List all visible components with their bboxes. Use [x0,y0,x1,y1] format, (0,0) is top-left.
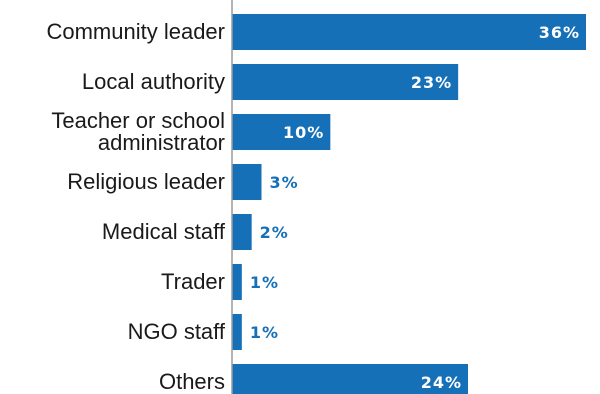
category-label: Teacher or school administrator [51,108,225,155]
value-label: 1% [250,323,279,342]
bar-5 [232,214,252,250]
category-label-line: Religious leader [67,169,225,194]
category-label: Trader [161,269,225,294]
category-label-line: Others [159,369,225,394]
value-label: 36% [539,23,580,42]
category-label: Local authority [82,69,225,94]
bar-4 [232,164,262,200]
category-label-line: Medical staff [102,219,226,244]
value-label: 10% [283,123,324,142]
value-label: 2% [260,223,289,242]
bar-2 [232,64,459,100]
category-label-line: NGO staff [128,319,226,344]
bar-3 [232,114,331,150]
category-label: Community leader [46,19,225,44]
bar-6 [232,264,242,300]
category-label-line: Teacher or school [51,108,225,133]
category-label: Religious leader [67,169,225,194]
bar-7 [232,314,242,350]
category-label: Others [159,369,225,394]
category-label-line: Community leader [46,19,225,44]
category-label: NGO staff [128,319,226,344]
category-label: Medical staff [102,219,226,244]
category-label-line: Trader [161,269,225,294]
value-label: 24% [421,373,462,392]
category-label-line: administrator [98,130,225,155]
bar-8 [232,364,468,394]
value-label: 23% [411,73,452,92]
value-label: 3% [270,173,299,192]
category-label-line: Local authority [82,69,225,94]
value-label: 1% [250,273,279,292]
bar-1 [232,14,586,50]
